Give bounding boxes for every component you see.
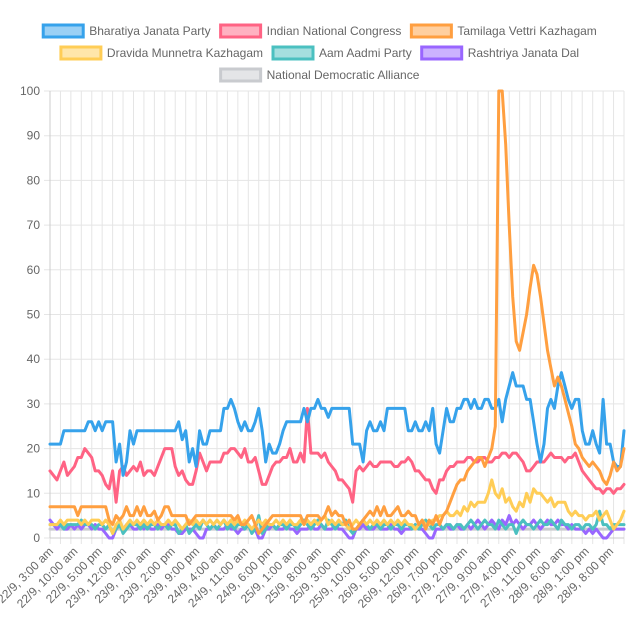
legend-label: Rashtriya Janata Dal [468, 46, 579, 60]
legend-item[interactable]: Aam Aadmi Party [271, 45, 412, 61]
y-tick-label: 20 [27, 442, 41, 456]
grid [44, 90, 625, 544]
series-lines [48, 89, 626, 540]
series-line-dravida-munnetra-kazhagam [48, 478, 626, 535]
legend: Bharatiya Janata Party Indian National Co… [41, 23, 597, 83]
legend-swatch [41, 23, 85, 39]
legend-item[interactable]: Tamilaga Vettri Kazhagam [409, 23, 597, 39]
series-line-aam-aadmi-party [48, 509, 626, 535]
legend-swatch [271, 45, 315, 61]
legend-label: National Democratic Alliance [267, 68, 420, 82]
y-tick-label: 70 [27, 218, 41, 232]
y-tick-label: 60 [27, 263, 41, 277]
y-tick-label: 100 [20, 84, 40, 98]
legend-swatch [59, 45, 103, 61]
legend-swatch [219, 67, 263, 83]
legend-label: Tamilaga Vettri Kazhagam [457, 24, 596, 38]
legend-item[interactable]: Bharatiya Janata Party [41, 23, 211, 39]
series-line-indian-national-congress [48, 406, 626, 504]
legend-swatch [409, 23, 453, 39]
y-tick-label: 50 [27, 308, 41, 322]
y-tick-label: 10 [27, 486, 41, 500]
legend-swatch [420, 45, 464, 61]
legend-swatch [219, 23, 263, 39]
legend-item[interactable]: Rashtriya Janata Dal [420, 45, 579, 61]
legend-label: Dravida Munnetra Kazhagam [107, 46, 263, 60]
series-line-bharatiya-janata-party [48, 371, 626, 477]
legend-label: Bharatiya Janata Party [89, 24, 210, 38]
y-tick-label: 30 [27, 397, 41, 411]
legend-item[interactable]: National Democratic Alliance [219, 67, 420, 83]
y-tick-label: 90 [27, 129, 41, 143]
legend-label: Indian National Congress [267, 24, 402, 38]
y-tick-label: 80 [27, 173, 41, 187]
y-axis: 0 10 20 30 40 50 60 70 80 90 100 [20, 84, 40, 545]
legend-label: Aam Aadmi Party [319, 46, 412, 60]
legend-item[interactable]: Dravida Munnetra Kazhagam [59, 45, 263, 61]
series-line-tamilaga-vettri-kazhagam [48, 89, 626, 535]
y-tick-label: 40 [27, 352, 41, 366]
y-tick-label: 0 [33, 531, 40, 545]
legend-item[interactable]: Indian National Congress [219, 23, 402, 39]
